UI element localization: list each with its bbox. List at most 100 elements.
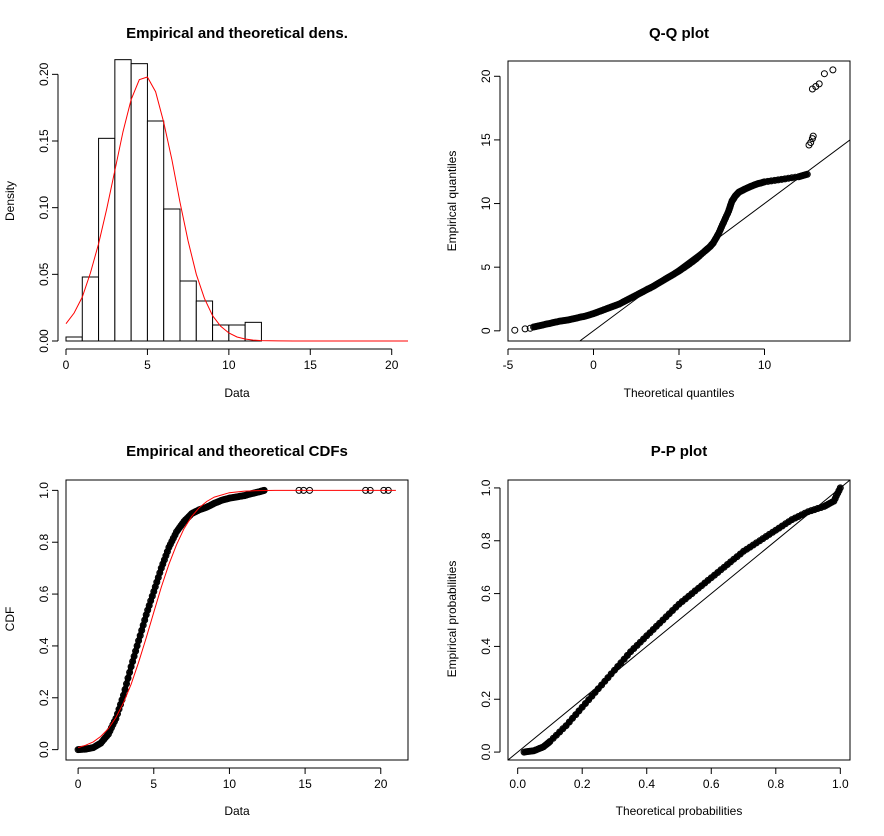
qq-panel-xlabel: Theoretical quantiles	[624, 386, 735, 400]
cdf-panel-ylabel: CDF	[3, 607, 17, 632]
histogram-bar	[244, 321, 262, 342]
y-tick-label: 0.8	[479, 532, 493, 549]
qq-point	[656, 278, 664, 286]
x-tick-label: 15	[298, 777, 312, 791]
x-tick-label: 5	[150, 777, 157, 791]
y-tick-label: 0.2	[479, 691, 493, 708]
cdf-panel-marks: 0 5 10 15 20 0.0 0.2 0.4 0.6 0.8 1.0	[37, 479, 409, 791]
density-panel-xlabel: Data	[224, 386, 250, 400]
histogram-bar	[130, 63, 148, 342]
qq-point	[820, 70, 828, 78]
qq-point	[803, 170, 811, 178]
pp-point	[836, 484, 844, 492]
qq-point	[815, 80, 823, 88]
qq-point	[658, 277, 666, 285]
qq-point	[682, 262, 690, 270]
pp-point	[545, 739, 553, 747]
density-curve	[65, 76, 408, 342]
pp-point	[801, 509, 809, 517]
empirical-cdf-point	[150, 588, 158, 595]
qq-point	[711, 235, 719, 243]
qq-point	[526, 324, 534, 332]
histogram-bar	[179, 280, 197, 342]
x-tick-label: 10	[758, 358, 772, 372]
x-tick-label: 0	[590, 358, 597, 372]
qq-panel-title: Q-Q plot	[649, 25, 709, 42]
x-tick-label: 0.2	[574, 777, 591, 791]
empirical-cdf-point	[162, 552, 170, 560]
x-tick-label: 10	[222, 358, 236, 372]
x-tick-label: 0	[63, 358, 70, 372]
empirical-cdf-point	[144, 606, 152, 614]
histogram-bar	[81, 276, 100, 342]
y-tick-label: 0.2	[37, 689, 51, 706]
x-tick-label: -5	[503, 358, 514, 372]
pp-panel-ylabel: Empirical probabilities	[445, 561, 459, 678]
cdf-panel-xlabel: Data	[224, 804, 250, 818]
empirical-cdf-point	[142, 611, 150, 619]
y-tick-label: 0.0	[37, 741, 51, 758]
pp-point	[791, 514, 799, 522]
pp-point	[788, 516, 796, 524]
qq-point	[771, 176, 779, 184]
empirical-cdf-point	[147, 597, 155, 605]
histogram-bar	[146, 120, 165, 342]
histogram-bar	[114, 59, 132, 342]
x-tick-label: 15	[304, 358, 318, 372]
qq-point	[807, 139, 815, 146]
histogram-bar	[212, 324, 230, 342]
qq-point	[667, 272, 674, 280]
density-panel-ylabel: Density	[3, 181, 17, 221]
qq-point	[774, 176, 782, 184]
histogram-bar	[65, 336, 83, 342]
y-tick-label: 0.0	[479, 743, 493, 760]
y-tick-label: 10	[479, 197, 493, 211]
qq-point	[668, 271, 676, 279]
pp-point-band	[521, 485, 843, 755]
qq-panel: Q-Q plot Theoretical quantiles Empirical…	[445, 25, 851, 400]
qq-point	[655, 279, 662, 287]
qq-point	[761, 178, 768, 186]
qq-point	[767, 177, 775, 185]
x-tick-label: 0.8	[767, 777, 784, 791]
y-tick-label: 0.4	[37, 637, 51, 654]
x-tick-label: 5	[676, 358, 683, 372]
y-tick-label: 0.05	[37, 262, 51, 286]
y-tick-label: 0.10	[37, 196, 51, 220]
empirical-cdf-point	[153, 578, 161, 586]
qq-point	[809, 132, 817, 140]
x-tick-label: 0	[75, 777, 82, 791]
y-tick-label: 20	[479, 69, 493, 83]
qq-point	[521, 325, 529, 333]
density-panel: Empirical and theoretical dens. Data Den…	[3, 25, 408, 400]
qq-point	[660, 276, 668, 284]
cdf-panel-title: Empirical and theoretical CDFs	[126, 443, 348, 460]
y-tick-label: 0.15	[37, 129, 51, 153]
empirical-cdf-point	[157, 564, 165, 572]
y-tick-label: 0.00	[37, 329, 51, 353]
plot-frame	[65, 479, 409, 761]
empirical-cdf-point	[156, 569, 164, 577]
x-tick-label: 1.0	[832, 777, 849, 791]
qq-point	[778, 175, 786, 183]
x-tick-label: 5	[144, 358, 151, 372]
pp-point	[814, 505, 822, 512]
qq-point	[788, 174, 796, 182]
y-tick-label: 1.0	[479, 479, 493, 496]
y-tick-label: 0	[479, 327, 493, 334]
empirical-cdf-point	[145, 602, 153, 609]
histogram-bar	[163, 208, 181, 342]
qq-point	[764, 177, 772, 185]
pp-panel-title: P-P plot	[651, 443, 707, 460]
qq-point	[672, 269, 680, 277]
y-tick-label: 0.8	[37, 534, 51, 551]
histogram-bar	[98, 137, 116, 342]
y-tick-label: 15	[479, 133, 493, 147]
pp-point	[807, 507, 815, 515]
qq-point	[781, 175, 789, 183]
plot-frame	[507, 479, 851, 761]
histogram-bar	[195, 300, 214, 342]
qq-panel-marks: -5 0 5 10 0 5 10 15 20	[479, 60, 851, 372]
plot-frame	[507, 60, 851, 342]
